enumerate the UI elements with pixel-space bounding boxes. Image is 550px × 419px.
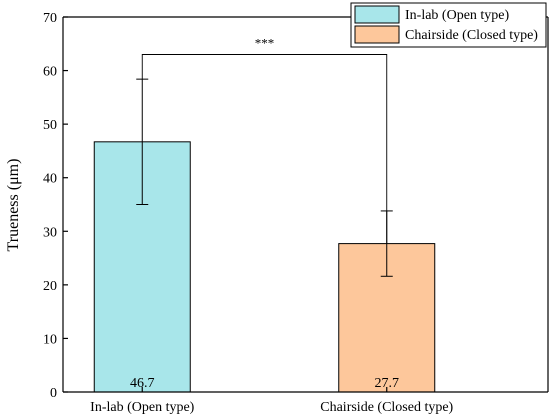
y-tick-label: 50: [43, 118, 57, 133]
legend-swatch: [354, 5, 400, 24]
legend-label: Chairside (Closed type): [405, 28, 538, 43]
y-tick-label: 70: [43, 11, 57, 26]
significance-line: [141, 54, 388, 244]
significance-label: ***: [255, 36, 275, 51]
y-ticks: 0 10 20 30 40 50 60 70: [43, 11, 68, 401]
significance-bracket: ***: [141, 36, 388, 244]
legend-label: In-lab (Open type): [405, 8, 510, 23]
legend-swatch: [354, 25, 400, 44]
y-axis-title: Trueness (μm): [5, 159, 22, 252]
x-tick-label: In-lab (Open type): [90, 400, 195, 415]
y-tick-label: 10: [43, 332, 57, 347]
bar-value-label: 27.7: [375, 376, 400, 391]
plot-area: [93, 141, 436, 393]
y-tick-label: 20: [43, 279, 57, 294]
legend: In-lab (Open type) Chairside (Closed type…: [350, 2, 547, 48]
x-tick-label: Chairside (Closed type): [320, 400, 453, 415]
x-ticks: In-lab (Open type) Chairside (Closed type…: [90, 387, 454, 415]
bar-value-label: 46.7: [130, 376, 155, 391]
y-tick-label: 0: [50, 386, 57, 401]
y-tick-label: 30: [43, 225, 57, 240]
y-tick-label: 60: [43, 65, 57, 80]
y-tick-label: 40: [43, 172, 57, 187]
bar-value-labels: 46.7 27.7: [130, 376, 399, 391]
